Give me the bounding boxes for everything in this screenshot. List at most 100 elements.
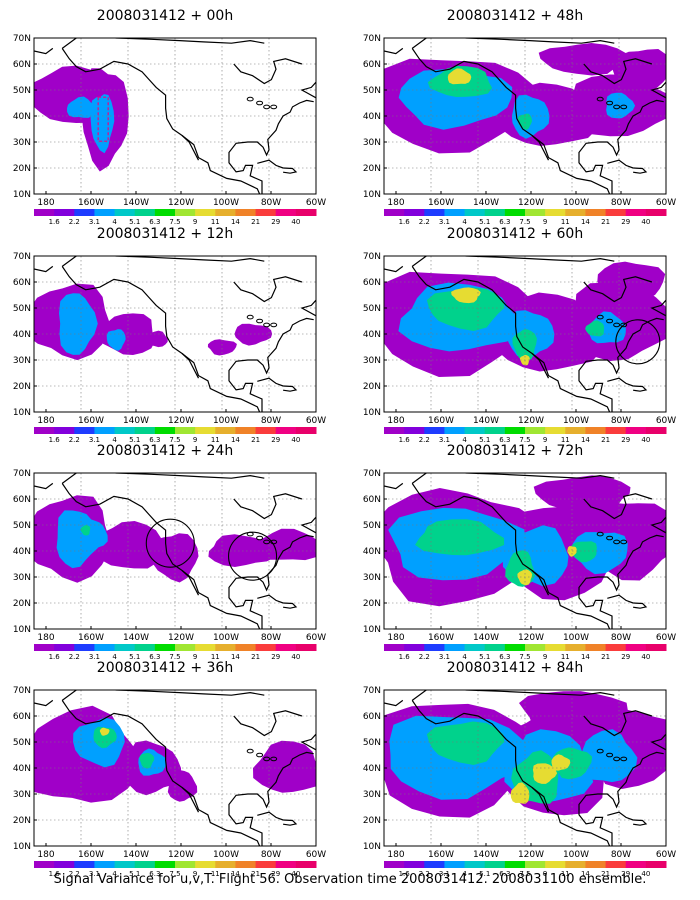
lake-outline	[256, 318, 264, 324]
colorbar-swatch	[424, 427, 445, 434]
coastline	[650, 516, 666, 534]
colorbar-label: 6.3	[149, 870, 160, 878]
colorbar-swatch	[565, 861, 586, 868]
colorbar-label: 40	[641, 436, 650, 444]
map-panel: 2008031412 + 60h 70N 60N 50N 40N 30N 20N 10N 180…	[350, 226, 680, 444]
colorbar-label: 11	[561, 218, 570, 226]
lon-tick-label: 180	[387, 198, 404, 208]
colorbar-label: 1.6	[49, 218, 61, 226]
lake-outline	[606, 100, 614, 106]
colorbar-label: 7.5	[519, 218, 530, 226]
variance-contour	[59, 293, 98, 355]
colorbar-label: 5.1	[479, 218, 490, 226]
colorbar-label: 3.1	[89, 653, 100, 661]
map-plot: 70N 60N 50N 40N 30N 20N 10N 180 160W 140W 120W 100W…	[13, 686, 326, 878]
map-plot: 70N 60N 50N 40N 30N 20N 10N 180 160W 140W 120W 100W…	[13, 469, 326, 661]
colorbar-swatch	[235, 209, 257, 216]
coastline	[578, 534, 664, 629]
colorbar-swatch	[585, 644, 607, 651]
colorbar-swatch	[154, 644, 176, 651]
lon-tick-label: 80W	[261, 198, 281, 208]
colorbar-swatch	[424, 861, 445, 868]
lat-tick-label: 10N	[363, 842, 381, 852]
variance-contour	[447, 68, 472, 85]
colorbar-swatch	[484, 861, 506, 868]
lake-outline	[270, 104, 278, 110]
colorbar-label: 40	[641, 870, 650, 878]
lake-outline	[246, 748, 254, 754]
coastline	[181, 787, 200, 813]
coastline	[61, 473, 265, 484]
coastline	[411, 38, 615, 49]
colorbar-label: 11	[561, 653, 570, 661]
colorbar-swatch	[625, 427, 647, 434]
lat-tick-label: 60N	[13, 278, 31, 288]
variance-contour	[207, 339, 237, 356]
coastline	[411, 700, 611, 846]
map-plot: 70N 60N 50N 40N 30N 20N 10N 180 160W 140W 120W 100W…	[363, 34, 676, 226]
panel-title: 2008031412 + 24h	[96, 443, 234, 459]
colorbar-swatch	[444, 861, 466, 868]
lat-tick-label: 50N	[13, 304, 31, 314]
colorbar-label: 4	[112, 870, 117, 878]
colorbar-swatch	[295, 861, 317, 868]
lake-outline	[620, 539, 628, 545]
coastline	[583, 493, 653, 520]
colorbar-label: 4	[462, 653, 467, 661]
coastline	[61, 483, 261, 629]
lon-tick-label: 60W	[306, 198, 326, 208]
colorbar-swatch	[134, 861, 156, 868]
lat-tick-label: 40N	[13, 330, 31, 340]
lon-tick-label: 140W	[473, 850, 499, 860]
variance-contour	[578, 729, 638, 783]
colorbar-label: 3.1	[439, 870, 450, 878]
colorbar-swatch	[605, 209, 627, 216]
colorbar-swatch	[175, 427, 196, 434]
lon-tick-label: 160W	[428, 416, 454, 426]
colorbar-label: 21	[251, 870, 260, 878]
variance-contour	[533, 475, 631, 514]
coastline	[578, 99, 664, 194]
lat-tick-label: 30N	[363, 573, 381, 583]
coastline	[233, 710, 303, 737]
colorbar-swatch	[565, 427, 586, 434]
colorbar-swatch	[195, 644, 216, 651]
colorbar-swatch	[565, 644, 586, 651]
lat-tick-label: 70N	[363, 686, 381, 696]
colorbar-label: 14	[581, 653, 590, 661]
lat-tick-label: 30N	[13, 138, 31, 148]
coastline	[531, 135, 550, 161]
colorbar-label: 14	[581, 218, 590, 226]
coastline	[384, 47, 404, 55]
variance-contour	[93, 726, 117, 749]
variance-contour	[538, 43, 626, 76]
panel-title: 2008031412 + 48h	[446, 8, 584, 24]
colorbar-swatch	[215, 644, 236, 651]
coastline	[257, 594, 284, 604]
lat-tick-label: 60N	[13, 712, 31, 722]
coastline	[300, 299, 316, 317]
colorbar-label: 5.1	[479, 436, 490, 444]
coastline	[583, 276, 653, 303]
colorbar-label: 29	[271, 870, 280, 878]
colorbar-swatch	[215, 427, 236, 434]
lon-tick-label: 60W	[656, 633, 676, 643]
colorbar-swatch	[525, 209, 546, 216]
variance-contour	[532, 763, 558, 784]
lon-tick-label: 140W	[473, 633, 499, 643]
lon-tick-label: 60W	[656, 850, 676, 860]
colorbar-swatch	[235, 644, 257, 651]
map-plot: 70N 60N 50N 40N 30N 20N 10N 180 160W 140W 120W 100W…	[13, 34, 326, 226]
variance-contour	[88, 521, 161, 569]
colorbar-swatch	[645, 209, 667, 216]
colorbar-swatch	[585, 427, 607, 434]
panel-title: 2008031412 + 00h	[96, 8, 234, 24]
lake-outline	[596, 748, 604, 754]
lake-outline	[270, 756, 278, 762]
colorbar-label: 9	[543, 653, 547, 661]
colorbar-label: 40	[291, 653, 300, 661]
lon-tick-label: 120W	[518, 633, 544, 643]
colorbar-swatch	[484, 209, 506, 216]
map-panel: 2008031412 + 36h 70N 60N 50N 40N 30N 20N 10N 180…	[0, 660, 330, 878]
variance-contour	[99, 727, 110, 736]
